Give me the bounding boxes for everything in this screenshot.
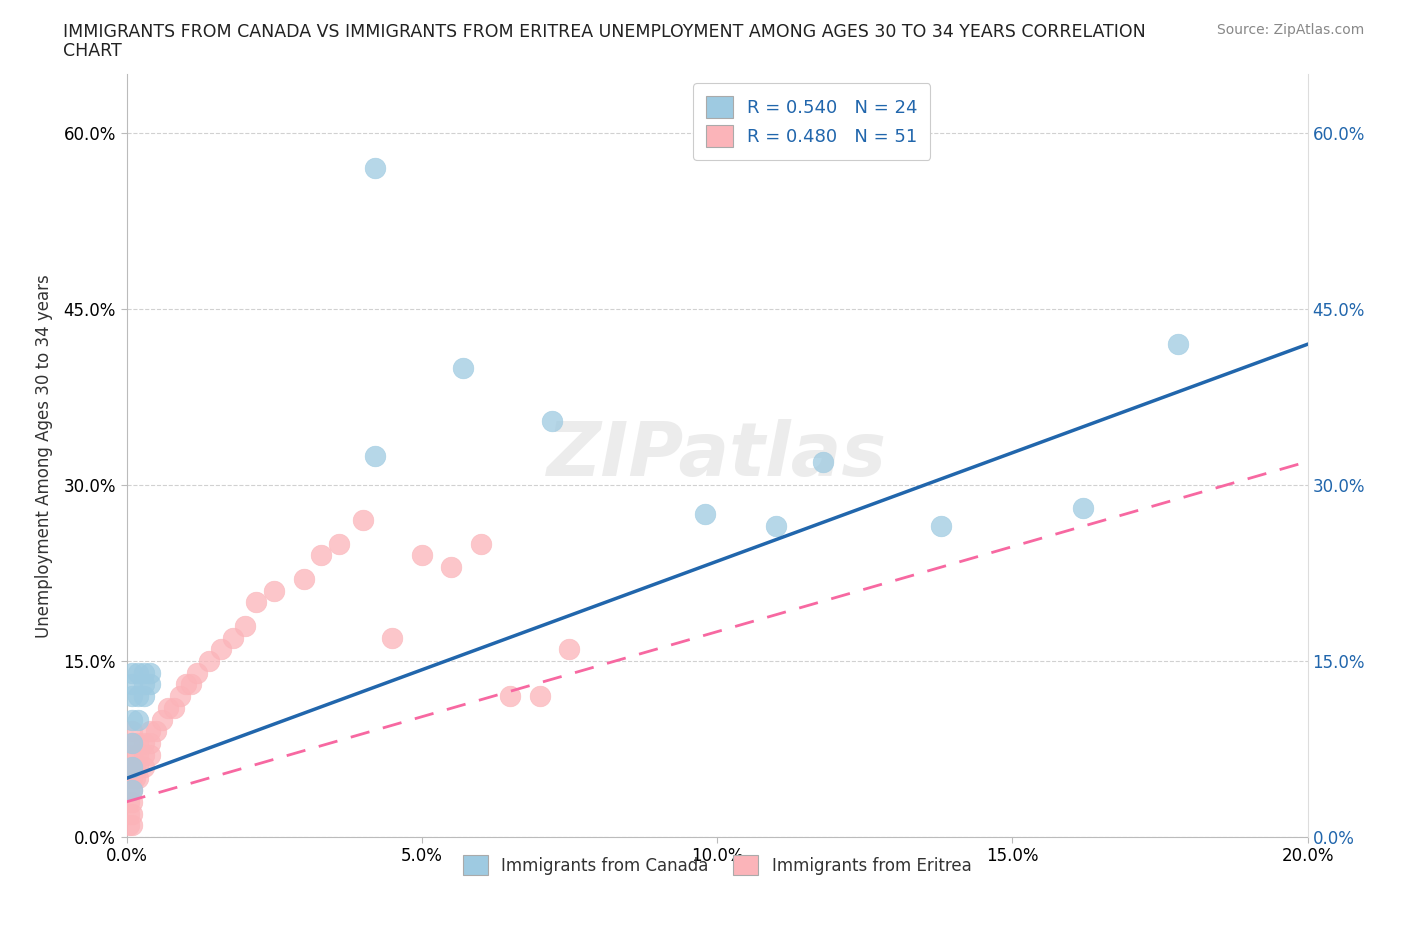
- Point: [180, 677, 202, 692]
- Text: Source: ZipAtlas.com: Source: ZipAtlas.com: [1216, 23, 1364, 37]
- Point: [499, 689, 522, 704]
- Point: [145, 724, 167, 738]
- Point: [121, 712, 143, 727]
- Point: [352, 512, 374, 527]
- Point: [363, 448, 385, 463]
- Text: ZIPatlas: ZIPatlas: [547, 419, 887, 492]
- Point: [695, 507, 717, 522]
- Point: [139, 677, 162, 692]
- Point: [540, 413, 562, 428]
- Point: [931, 519, 953, 534]
- Point: [163, 700, 186, 715]
- Point: [139, 736, 162, 751]
- Point: [529, 689, 551, 704]
- Point: [121, 724, 143, 738]
- Point: [127, 689, 149, 704]
- Point: [127, 759, 149, 774]
- Point: [118, 783, 141, 798]
- Point: [134, 677, 156, 692]
- Point: [328, 537, 350, 551]
- Point: [139, 665, 162, 680]
- Point: [118, 817, 141, 832]
- Point: [124, 759, 146, 774]
- Point: [233, 618, 256, 633]
- Point: [311, 548, 333, 563]
- Point: [411, 548, 433, 563]
- Point: [127, 771, 149, 786]
- Point: [169, 689, 191, 704]
- Point: [121, 817, 143, 832]
- Point: [134, 736, 156, 751]
- Point: [292, 571, 315, 586]
- Legend: Immigrants from Canada, Immigrants from Eritrea: Immigrants from Canada, Immigrants from …: [456, 848, 979, 882]
- Point: [174, 677, 197, 692]
- Point: [198, 654, 221, 669]
- Point: [134, 689, 156, 704]
- Point: [127, 665, 149, 680]
- Point: [558, 642, 581, 657]
- Point: [381, 631, 404, 645]
- Point: [127, 748, 149, 763]
- Point: [121, 665, 143, 680]
- Point: [156, 700, 179, 715]
- Point: [363, 161, 385, 176]
- Point: [1071, 501, 1094, 516]
- Point: [121, 689, 143, 704]
- Point: [186, 665, 208, 680]
- Point: [118, 806, 141, 821]
- Point: [222, 631, 245, 645]
- Point: [118, 794, 141, 809]
- Point: [121, 771, 143, 786]
- Point: [121, 736, 143, 751]
- Point: [124, 771, 146, 786]
- Point: [813, 454, 835, 469]
- Point: [134, 748, 156, 763]
- Point: [263, 583, 285, 598]
- Point: [118, 771, 141, 786]
- Point: [127, 736, 149, 751]
- Point: [139, 724, 162, 738]
- Point: [121, 806, 143, 821]
- Point: [127, 712, 149, 727]
- Point: [451, 360, 474, 375]
- Text: CHART: CHART: [63, 42, 122, 60]
- Point: [121, 736, 143, 751]
- Point: [121, 759, 143, 774]
- Point: [245, 595, 267, 610]
- Point: [470, 537, 492, 551]
- Point: [209, 642, 232, 657]
- Point: [121, 677, 143, 692]
- Point: [134, 665, 156, 680]
- Point: [121, 783, 143, 798]
- Point: [121, 783, 143, 798]
- Point: [150, 712, 173, 727]
- Point: [440, 560, 463, 575]
- Point: [121, 794, 143, 809]
- Point: [139, 748, 162, 763]
- Point: [121, 748, 143, 763]
- Point: [134, 759, 156, 774]
- Point: [1167, 337, 1189, 352]
- Y-axis label: Unemployment Among Ages 30 to 34 years: Unemployment Among Ages 30 to 34 years: [35, 273, 52, 638]
- Text: IMMIGRANTS FROM CANADA VS IMMIGRANTS FROM ERITREA UNEMPLOYMENT AMONG AGES 30 TO : IMMIGRANTS FROM CANADA VS IMMIGRANTS FRO…: [63, 23, 1146, 41]
- Point: [765, 519, 787, 534]
- Point: [121, 759, 143, 774]
